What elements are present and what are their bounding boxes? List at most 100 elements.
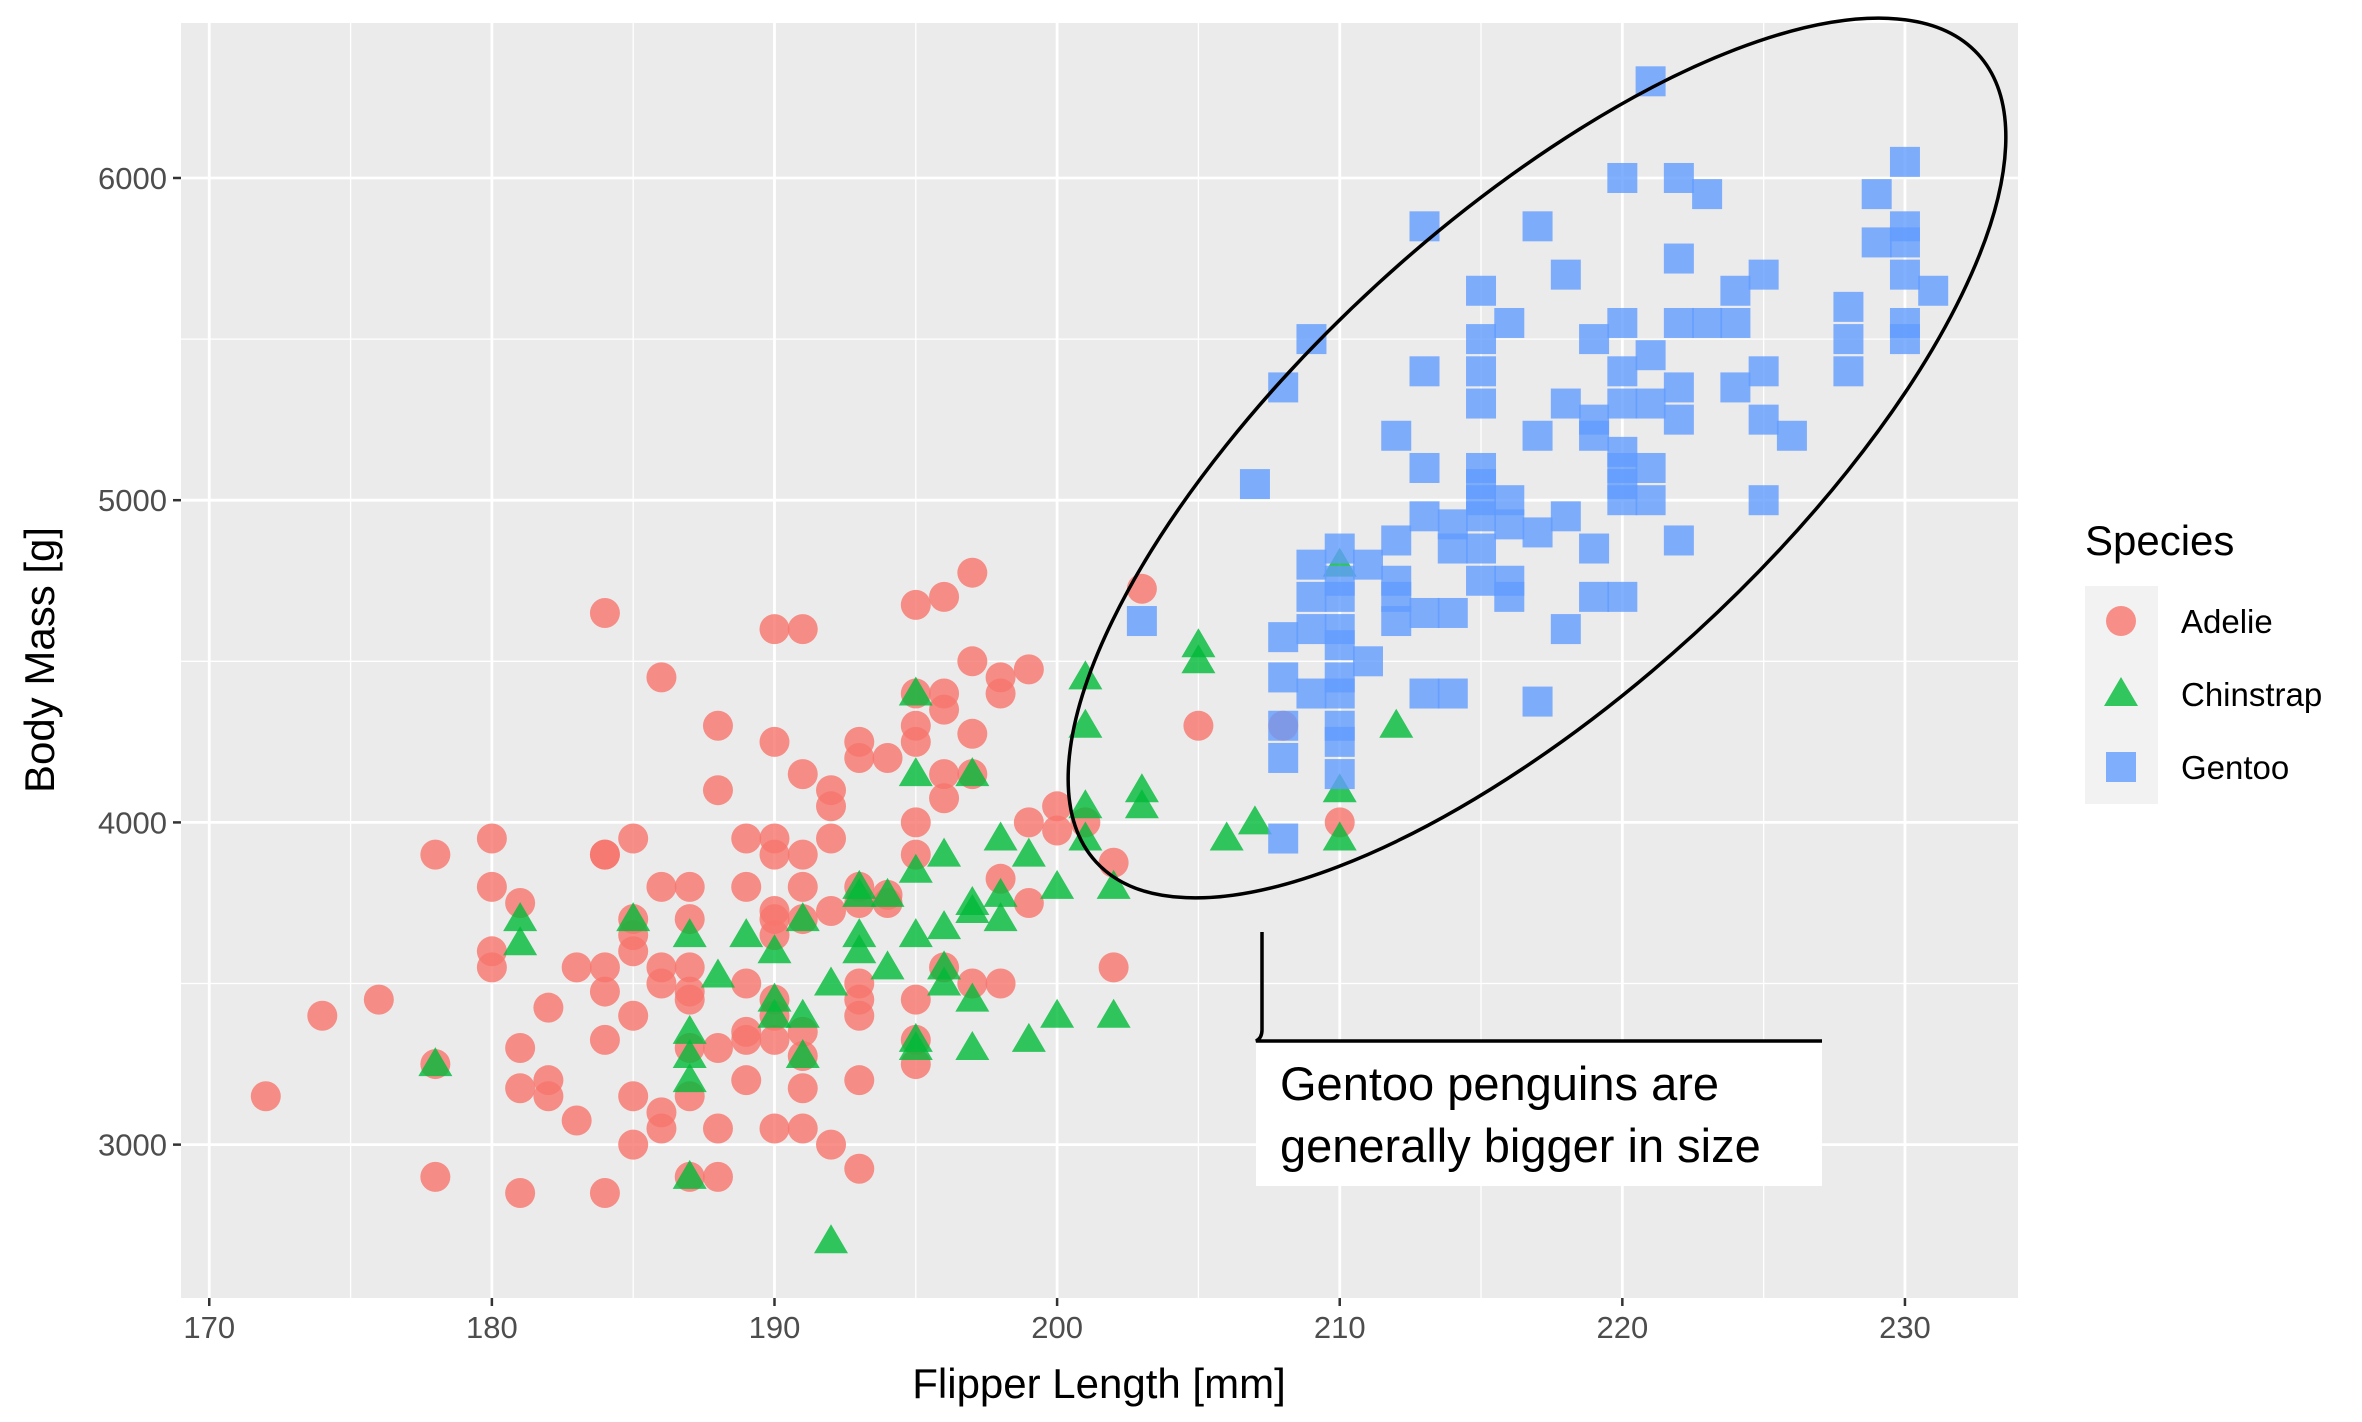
point-chinstrap xyxy=(700,958,735,988)
point-gentoo xyxy=(1296,549,1327,580)
point-chinstrap xyxy=(927,837,962,867)
point-gentoo xyxy=(1861,179,1892,210)
point-adelie xyxy=(731,1065,762,1096)
point-adelie xyxy=(505,1032,536,1063)
point-chinstrap xyxy=(1096,869,1131,899)
point-adelie xyxy=(1042,815,1073,846)
point-gentoo xyxy=(1324,726,1355,757)
point-gentoo xyxy=(1663,525,1694,556)
point-gentoo xyxy=(1635,340,1666,371)
point-adelie xyxy=(759,614,790,645)
point-gentoo xyxy=(1296,581,1327,612)
x-tick-label: 170 xyxy=(183,1310,235,1345)
point-adelie xyxy=(589,976,620,1007)
point-adelie xyxy=(420,1161,451,1192)
point-chinstrap xyxy=(1068,821,1103,851)
point-adelie xyxy=(589,839,620,870)
point-gentoo xyxy=(1324,759,1355,790)
point-adelie xyxy=(589,1024,620,1055)
point-chinstrap xyxy=(729,918,764,948)
point-adelie xyxy=(646,968,677,999)
point-chinstrap xyxy=(955,982,990,1012)
x-tick-label: 220 xyxy=(1596,1310,1648,1345)
point-chinstrap xyxy=(898,757,933,787)
point-gentoo xyxy=(1409,501,1440,532)
point-gentoo xyxy=(1579,420,1610,451)
annotation-line-1: Gentoo penguins are xyxy=(1280,1057,1719,1110)
point-adelie xyxy=(561,1105,592,1136)
point-gentoo xyxy=(1607,581,1638,612)
point-chinstrap xyxy=(1068,708,1103,738)
point-chinstrap xyxy=(898,1030,933,1060)
x-tick-label: 190 xyxy=(749,1310,801,1345)
point-chinstrap xyxy=(672,1014,707,1044)
point-chinstrap xyxy=(616,902,651,932)
point-gentoo xyxy=(1494,509,1525,540)
point-chinstrap xyxy=(983,902,1018,932)
point-chinstrap xyxy=(927,950,962,980)
point-adelie xyxy=(957,646,988,677)
point-chinstrap xyxy=(814,1224,849,1254)
point-adelie xyxy=(505,1073,536,1104)
point-gentoo xyxy=(1352,646,1383,677)
point-adelie xyxy=(872,742,903,773)
point-chinstrap xyxy=(785,902,820,932)
point-adelie xyxy=(900,589,931,620)
point-adelie xyxy=(731,823,762,854)
series-chinstrap xyxy=(418,547,1414,1254)
point-adelie xyxy=(674,952,705,983)
point-gentoo xyxy=(1776,420,1807,451)
point-gentoo xyxy=(1268,622,1299,653)
point-gentoo xyxy=(1748,485,1779,516)
point-gentoo xyxy=(1607,356,1638,387)
point-adelie xyxy=(702,1161,733,1192)
series-gentoo xyxy=(1126,66,1949,854)
point-chinstrap xyxy=(1040,869,1075,899)
point-adelie xyxy=(646,871,677,902)
point-adelie xyxy=(844,1153,875,1184)
point-gentoo xyxy=(1861,227,1892,258)
point-gentoo xyxy=(1663,307,1694,338)
point-chinstrap xyxy=(842,934,877,964)
point-gentoo xyxy=(1296,614,1327,645)
point-gentoo xyxy=(1748,404,1779,435)
point-chinstrap xyxy=(1011,1022,1046,1052)
point-adelie xyxy=(759,1113,790,1144)
point-adelie xyxy=(476,871,507,902)
point-chinstrap xyxy=(955,1030,990,1060)
point-gentoo xyxy=(1748,356,1779,387)
point-gentoo xyxy=(1381,420,1412,451)
legend-item-chinstrap: Chinstrap xyxy=(2104,676,2322,713)
point-gentoo xyxy=(1833,291,1864,322)
point-chinstrap xyxy=(418,1047,453,1077)
point-adelie xyxy=(1126,573,1157,604)
point-chinstrap xyxy=(757,934,792,964)
point-adelie xyxy=(759,726,790,757)
point-adelie xyxy=(589,597,620,628)
legend-key-square-icon xyxy=(2106,752,2136,782)
point-gentoo xyxy=(1268,823,1299,854)
point-gentoo xyxy=(1720,307,1751,338)
point-chinstrap xyxy=(1209,821,1244,851)
point-adelie xyxy=(589,1177,620,1208)
point-chinstrap xyxy=(672,1159,707,1189)
point-adelie xyxy=(702,1032,733,1063)
point-gentoo xyxy=(1466,356,1497,387)
point-chinstrap xyxy=(1040,998,1075,1028)
point-gentoo xyxy=(1692,179,1723,210)
data-points xyxy=(250,66,1949,1254)
y-tick-label: 4000 xyxy=(98,805,167,840)
point-chinstrap xyxy=(898,853,933,883)
point-adelie xyxy=(816,823,847,854)
point-chinstrap xyxy=(1181,644,1216,674)
point-adelie xyxy=(816,791,847,822)
point-gentoo xyxy=(1579,533,1610,564)
point-adelie xyxy=(561,952,592,983)
point-adelie xyxy=(787,839,818,870)
point-chinstrap xyxy=(814,966,849,996)
point-gentoo xyxy=(1550,501,1581,532)
point-gentoo xyxy=(1918,275,1949,306)
point-gentoo xyxy=(1522,420,1553,451)
annotation-ellipse xyxy=(1066,16,2008,900)
